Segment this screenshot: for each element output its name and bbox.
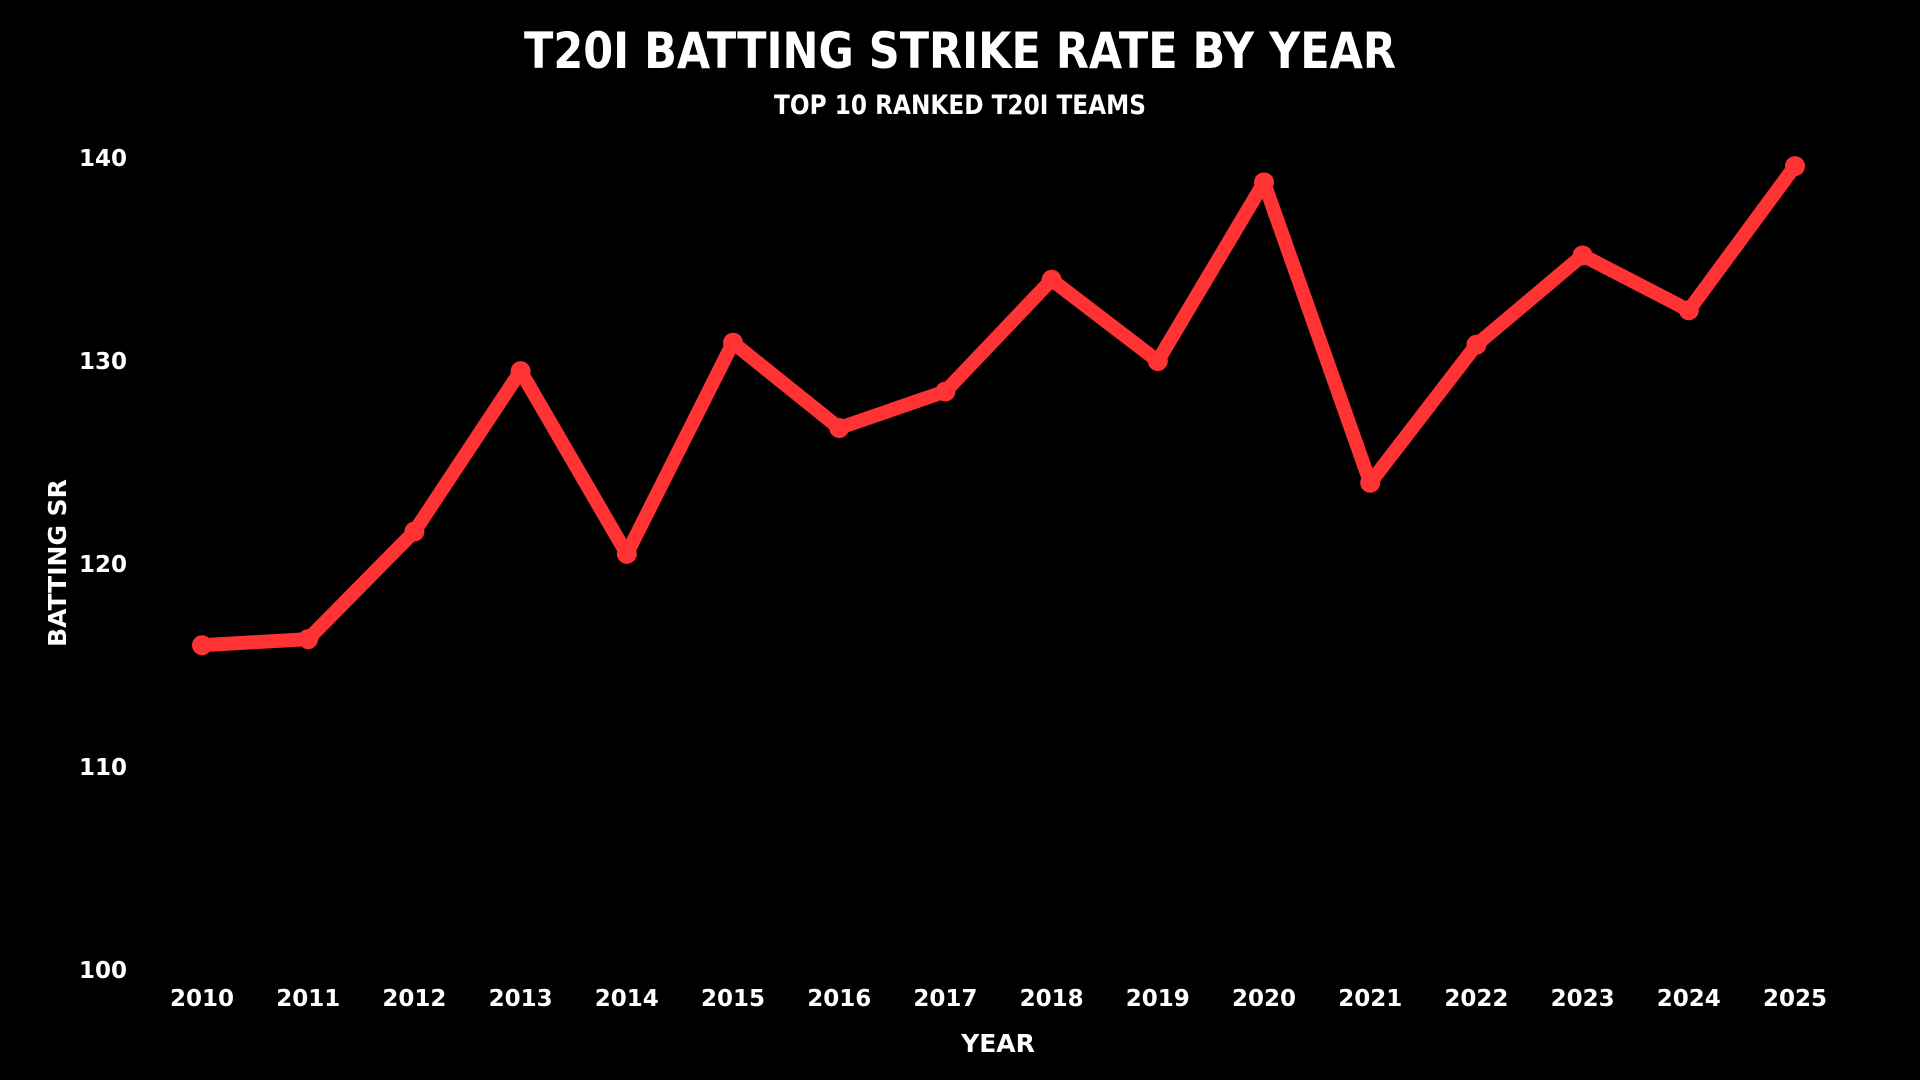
x-tick-label: 2023 (1551, 986, 1615, 1012)
x-tick-label: 2020 (1232, 986, 1296, 1012)
data-point (404, 521, 425, 542)
x-tick-label: 2025 (1763, 986, 1827, 1012)
chart-subtitle: TOP 10 RANKED T20I TEAMS (774, 90, 1146, 121)
x-tick-label: 2017 (913, 986, 977, 1012)
x-tick-label: 2012 (382, 986, 446, 1012)
series-group (192, 156, 1805, 656)
x-tick-label: 2011 (276, 986, 340, 1012)
x-tick-label: 2015 (701, 986, 765, 1012)
data-point (935, 381, 956, 402)
x-tick-label: 2016 (807, 986, 871, 1012)
x-axis-label: YEAR (960, 1029, 1035, 1058)
data-point (1678, 300, 1699, 321)
x-tick-label: 2024 (1657, 986, 1721, 1012)
data-point (298, 629, 319, 650)
x-tick-label: 2021 (1338, 986, 1402, 1012)
data-point (1466, 334, 1487, 355)
series-line (195, 159, 1802, 653)
data-point (616, 543, 637, 564)
y-axis-label: BATTING SR (43, 479, 72, 647)
x-axis-ticks: 2010 2011 2012 2013 2014 2015 2016 2017 2018 2019… (170, 986, 1827, 1012)
y-tick-label: 100 (79, 958, 127, 984)
data-point (1785, 156, 1805, 177)
chart-title: T20I BATTING STRIKE RATE BY YEAR (523, 22, 1396, 80)
x-tick-label: 2018 (1020, 986, 1084, 1012)
y-axis-ticks: 100 110 120 130 140 (79, 146, 127, 984)
data-point (510, 361, 531, 382)
x-tick-label: 2019 (1126, 986, 1190, 1012)
y-tick-label: 140 (79, 146, 127, 172)
x-tick-label: 2022 (1444, 986, 1508, 1012)
x-tick-label: 2010 (170, 986, 234, 1012)
y-tick-label: 130 (79, 349, 127, 375)
y-tick-label: 120 (79, 552, 127, 578)
data-point (829, 417, 850, 438)
data-point (1147, 351, 1168, 371)
y-tick-label: 110 (79, 755, 127, 781)
data-point (1041, 269, 1062, 290)
data-point (1360, 472, 1381, 493)
data-point (192, 635, 212, 656)
data-point (1254, 172, 1274, 193)
x-tick-label: 2013 (489, 986, 553, 1012)
data-point (1572, 245, 1593, 266)
x-tick-label: 2014 (595, 986, 659, 1012)
data-point (723, 332, 743, 353)
